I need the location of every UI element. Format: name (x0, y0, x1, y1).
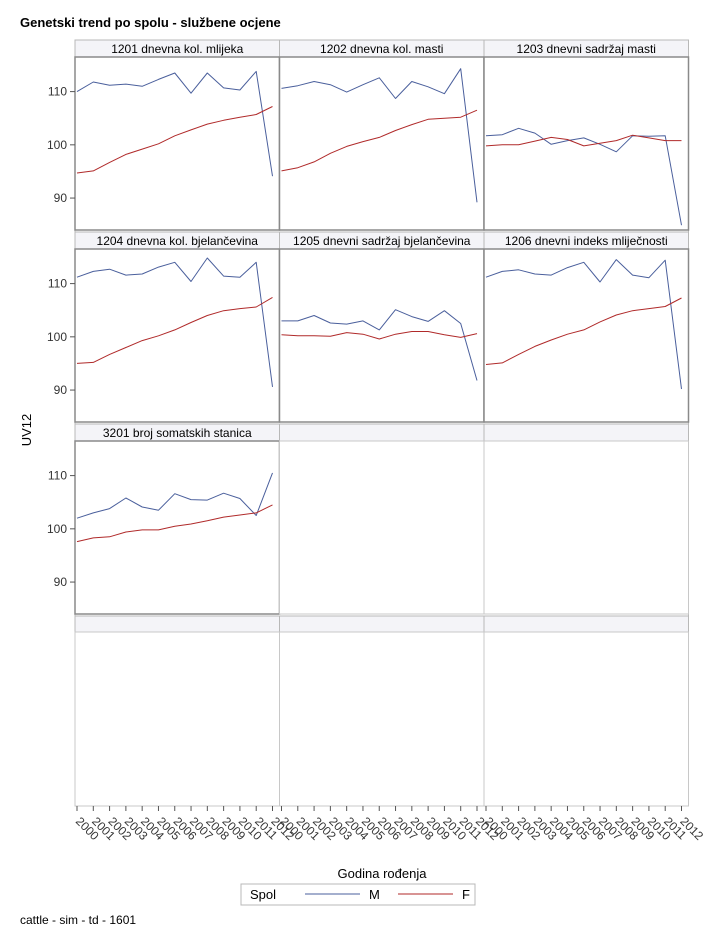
legend-title: Spol (250, 887, 276, 902)
y-tick-label: 110 (48, 469, 67, 483)
series-line-f (281, 331, 478, 340)
series-line-f (76, 106, 273, 174)
legend-entry-f: F (462, 887, 470, 902)
series-line-m (485, 259, 682, 390)
panel-label: 1203 dnevni sadržaj masti (517, 42, 656, 56)
series-line-m (281, 309, 478, 381)
y-tick-label: 110 (48, 277, 67, 291)
legend-entry-m: M (369, 887, 380, 902)
panel-label: 1205 dnevni sadržaj bjelančevina (293, 234, 471, 248)
panel-label: 1202 dnevna kol. masti (320, 42, 443, 56)
series-line-m (76, 70, 273, 177)
panel-label: 1204 dnevna kol. bjelančevina (97, 234, 259, 248)
series-line-m (281, 68, 478, 203)
panel-header (483, 615, 689, 633)
y-tick-label: 100 (47, 522, 67, 536)
panel-label: 1206 dnevni indeks mliječnosti (505, 234, 668, 248)
series-line-m (485, 127, 682, 226)
chart-title: Genetski trend po spolu - službene ocjen… (20, 15, 281, 30)
y-tick-label: 100 (47, 330, 67, 344)
panel-label: 1201 dnevna kol. mlijeka (111, 42, 243, 56)
panel-plot-area (74, 440, 281, 615)
panel-plot-area (483, 56, 690, 231)
empty-panel (279, 440, 485, 615)
empty-panel (74, 631, 280, 807)
series-line-f (76, 504, 273, 543)
series-line-m (76, 472, 273, 519)
y-tick-label: 90 (54, 383, 68, 397)
series-line-f (281, 109, 478, 172)
empty-panel (483, 440, 689, 615)
series-line-f (76, 296, 273, 364)
y-tick-label: 90 (54, 575, 68, 589)
series-line-f (485, 134, 682, 147)
panel-plot-area (74, 56, 281, 231)
panel-header (279, 615, 485, 633)
panel-header (279, 423, 485, 442)
x-axis-title: Godina rođenja (338, 866, 428, 881)
y-axis-title: UV12 (19, 414, 34, 447)
panel-header (74, 615, 280, 633)
empty-panel (279, 631, 485, 807)
panel-label: 3201 broj somatskih stanica (103, 426, 252, 440)
empty-panel (483, 631, 689, 807)
panel-plot-area (483, 248, 690, 423)
panel-header (483, 423, 689, 442)
y-tick-label: 90 (54, 191, 68, 205)
footnote: cattle - sim - td - 1601 (20, 913, 137, 927)
series-line-m (76, 257, 273, 387)
y-tick-label: 110 (48, 85, 67, 99)
panel-plot-area (74, 248, 281, 423)
series-line-f (485, 297, 682, 365)
y-tick-label: 100 (47, 138, 67, 152)
